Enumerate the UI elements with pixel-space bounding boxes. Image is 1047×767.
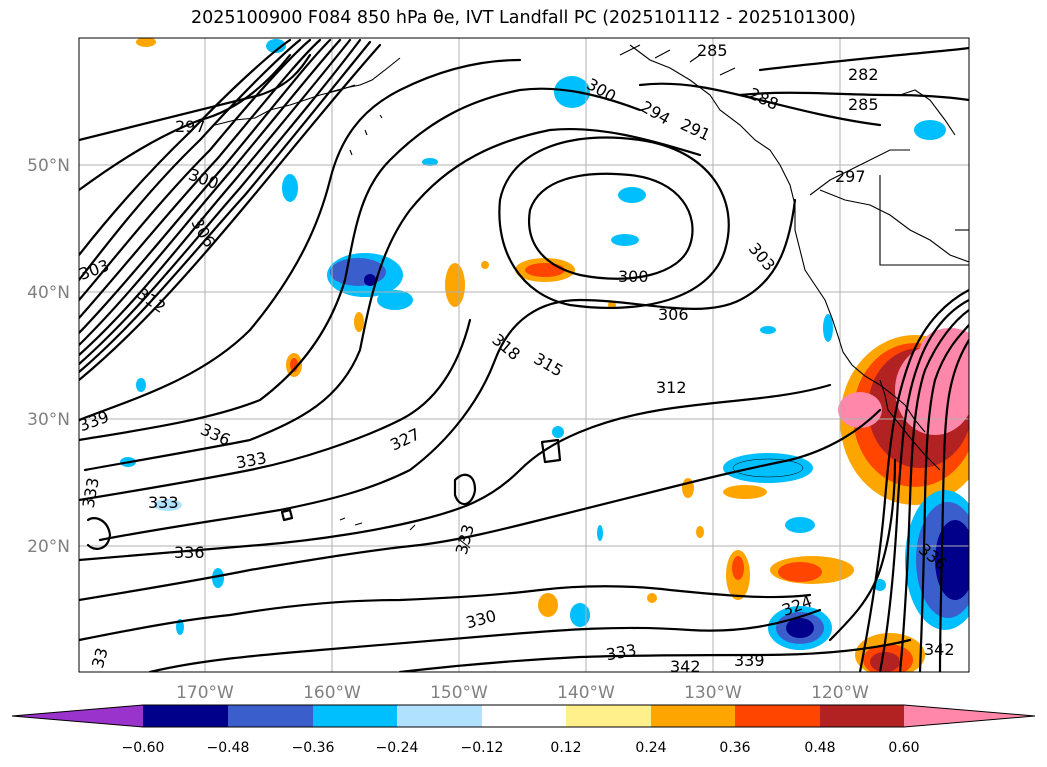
lat-label: 50°N [27, 156, 70, 176]
lon-label: 150°W [430, 683, 488, 703]
colorbar-segment [228, 705, 313, 727]
colorbar-tick-label: −0.12 [461, 740, 504, 756]
graticule [79, 38, 969, 672]
theta-e-contours [79, 38, 969, 672]
contour-label: 342 [670, 657, 701, 676]
colorbar: −0.60 −0.48 −0.36 −0.24 −0.12 0.12 0.24 … [11, 704, 1036, 756]
coastlines [214, 44, 969, 549]
map-frame [78, 37, 970, 673]
lat-label: 20°N [27, 537, 70, 557]
colorbar-tick-label: −0.48 [207, 740, 250, 756]
contour-label: 333 [148, 493, 179, 512]
contour-label: 336 [174, 543, 205, 562]
colorbar-segment [313, 705, 397, 727]
contour-label: 312 [656, 378, 687, 397]
colorbar-segment [482, 705, 566, 727]
colorbar-tick-label: 0.36 [719, 740, 750, 756]
lon-label: 120°W [811, 683, 869, 703]
lat-label: 40°N [27, 283, 70, 303]
colorbar-tick-label: −0.24 [376, 740, 419, 756]
colorbar-segment [735, 705, 820, 727]
colorbar-segment [820, 705, 904, 727]
lon-label: 170°W [176, 683, 234, 703]
colorbar-tick-label: −0.36 [292, 740, 335, 756]
contour-label: 285 [848, 95, 879, 114]
colorbar-tick-label: 0.24 [635, 740, 666, 756]
latitude-labels: 50°N 40°N 30°N 20°N [27, 156, 70, 557]
colorbar-extend-low [12, 705, 143, 727]
lon-label: 140°W [557, 683, 615, 703]
contour-label: 339 [734, 651, 765, 670]
colorbar-ticks: −0.60 −0.48 −0.36 −0.24 −0.12 0.12 0.24 … [122, 740, 920, 756]
colorbar-extend-high [904, 705, 1035, 727]
contour-label: 297 [175, 117, 206, 136]
contour-label: 33 [88, 646, 112, 671]
contour-label: 297 [835, 167, 866, 186]
contour-label: 285 [697, 41, 728, 60]
lon-label: 160°W [303, 683, 361, 703]
contour-label: 300 [618, 267, 649, 286]
colorbar-segment [566, 705, 651, 727]
colorbar-tick-label: 0.60 [888, 740, 919, 756]
colorbar-segment [651, 705, 735, 727]
colorbar-segment [397, 705, 482, 727]
longitude-labels: 170°W 160°W 150°W 140°W 130°W 120°W [176, 683, 869, 703]
contour-label: 306 [658, 305, 689, 324]
colorbar-segment [143, 705, 228, 727]
colorbar-tick-label: 0.12 [550, 740, 581, 756]
map-title: 2025100900 F084 850 hPa θe, IVT Landfall… [191, 8, 856, 28]
lon-label: 130°W [684, 683, 742, 703]
contour-label: 282 [848, 65, 879, 84]
contour-label: 342 [924, 640, 955, 659]
colorbar-tick-label: −0.60 [122, 740, 165, 756]
contour-label: 333 [79, 476, 103, 509]
colorbar-tick-label: 0.48 [804, 740, 835, 756]
lat-label: 30°N [27, 410, 70, 430]
